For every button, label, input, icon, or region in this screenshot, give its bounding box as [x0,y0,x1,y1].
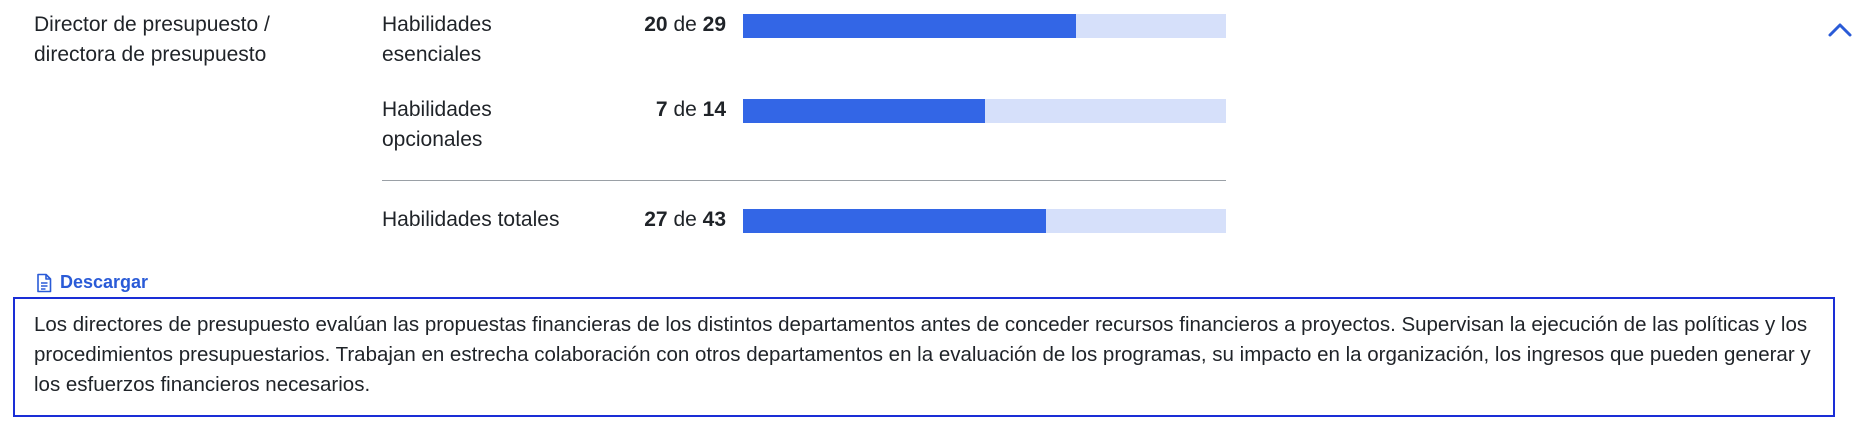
skill-row-essential: Habilidades esenciales 20 de 29 [382,10,1226,70]
skill-of: de [673,208,697,231]
occupation-title: Director de presupuesto / directora de p… [34,13,270,66]
progress-bar-fill [743,14,1077,38]
document-icon [37,273,52,292]
chevron-up-icon [1828,23,1852,37]
skill-of: de [673,98,697,121]
skill-total: 29 [702,13,726,36]
progress-bar [743,99,1226,123]
skill-matched: 7 [655,98,668,121]
divider [382,180,1226,181]
download-link[interactable]: Descargar [36,272,148,293]
skill-matched: 27 [644,208,668,231]
progress-bar [743,14,1226,38]
skill-label: Habilidades esenciales [382,13,492,66]
skill-of: de [673,13,697,36]
collapse-button[interactable] [1826,18,1854,40]
skill-row-optional: Habilidades opcionales 7 de 14 [382,95,1226,155]
skill-label: Habilidades totales [382,208,560,231]
skill-count: 7 de 14 [656,95,726,125]
skill-total: 14 [702,98,726,121]
skill-total: 43 [702,208,726,231]
skill-count: 20 de 29 [644,10,726,40]
skill-label: Habilidades opcionales [382,98,492,151]
occupation-description: Los directores de presupuesto evalúan la… [13,297,1835,417]
download-label: Descargar [60,272,149,292]
progress-bar-fill [743,99,985,123]
progress-bar-fill [743,209,1047,233]
skill-row-total: Habilidades totales 27 de 43 [382,205,1226,235]
skill-matched: 20 [644,13,668,36]
progress-bar [743,209,1226,233]
skills-breakdown: Habilidades esenciales 20 de 29 Habilida… [382,10,1226,155]
skill-count: 27 de 43 [644,205,726,235]
